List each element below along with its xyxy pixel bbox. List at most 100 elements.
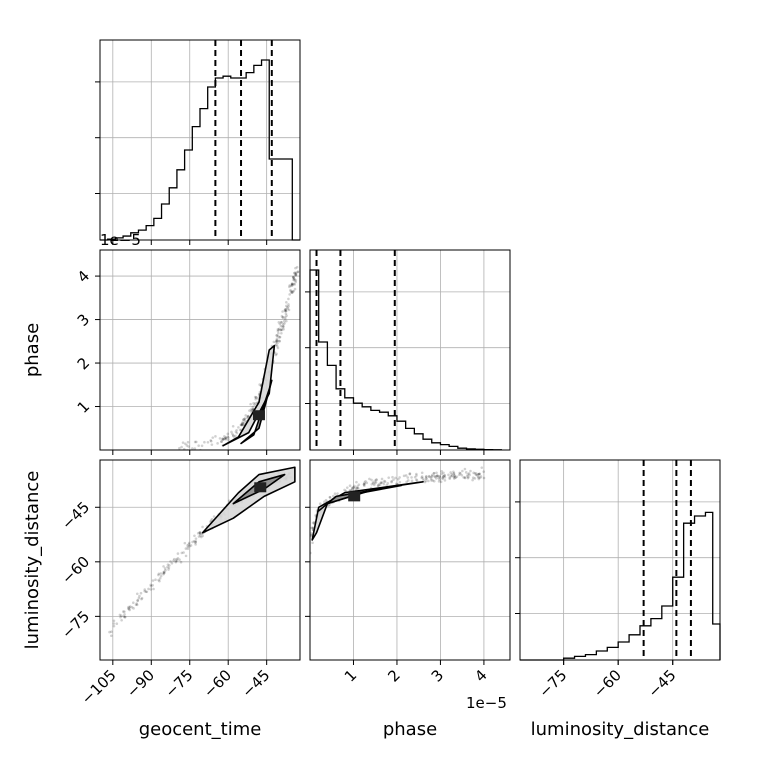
scatter-point <box>135 592 139 596</box>
scatter-point <box>232 434 235 437</box>
scatter-point <box>477 472 481 476</box>
scatter-point <box>420 475 424 478</box>
offset-text-phase-y: 1e−5 <box>100 231 141 249</box>
scatter-point <box>123 615 127 619</box>
scatter-point <box>175 557 178 561</box>
scatter-point <box>275 339 278 343</box>
histogram-luminosity_distance <box>520 511 721 661</box>
scatter-point <box>310 532 313 535</box>
scatter-point <box>240 423 244 427</box>
scatter-point <box>280 331 283 335</box>
scatter-point <box>194 540 198 544</box>
scatter-point <box>482 476 486 480</box>
scatter-point <box>278 336 281 339</box>
scatter-point <box>290 282 294 286</box>
scatter-point <box>186 440 190 444</box>
scatter-point <box>356 485 359 488</box>
scatter-point <box>292 277 296 280</box>
scatter-point <box>291 291 294 294</box>
scatter-point <box>127 607 131 611</box>
scatter-point <box>375 478 378 481</box>
x-axis-label-geocent-time: geocent_time <box>139 719 262 740</box>
y-tick-label: 1 <box>74 397 93 416</box>
scatter-point <box>310 533 313 537</box>
scatter-point <box>242 418 245 422</box>
scatter-point <box>182 551 185 554</box>
scatter-point <box>186 547 190 551</box>
scatter-point <box>163 570 166 574</box>
density-contour <box>317 484 403 512</box>
scatter-point <box>425 475 428 478</box>
scatter-point <box>432 472 436 475</box>
scatter-point <box>254 401 257 405</box>
scatter-point <box>353 486 357 490</box>
scatter-point <box>436 474 439 478</box>
scatter-point <box>356 487 360 490</box>
scatter-point <box>292 282 296 286</box>
scatter-point <box>193 440 197 444</box>
scatter-point <box>140 597 143 601</box>
scatter-point <box>343 488 346 492</box>
scatter-point <box>122 610 125 613</box>
scatter-point <box>289 289 293 293</box>
scatter-point <box>293 279 296 282</box>
scatter-point <box>143 589 146 593</box>
scatter-point <box>170 561 174 565</box>
scatter-point <box>328 496 332 499</box>
scatter-point <box>275 344 279 348</box>
scatter-point <box>290 291 293 294</box>
scatter-point <box>291 275 295 279</box>
x-tick-label: −75 <box>161 666 196 701</box>
scatter-point <box>191 447 194 450</box>
scatter-point <box>224 437 228 440</box>
scatter-point <box>275 334 279 337</box>
scatter-point <box>278 322 282 326</box>
scatter-point <box>193 447 197 450</box>
scatter-point <box>194 537 198 540</box>
scatter-point <box>324 498 328 502</box>
scatter-point <box>196 531 200 535</box>
scatter-point <box>237 426 240 429</box>
scatter-point <box>210 443 214 446</box>
scatter-point <box>189 544 193 547</box>
scatter-point <box>431 479 434 482</box>
density-peak <box>348 491 361 502</box>
scatter-point <box>254 396 258 399</box>
scatter-point <box>198 532 202 536</box>
scatter-point <box>285 306 289 309</box>
scatter-point <box>187 543 191 546</box>
scatter-point <box>276 328 280 331</box>
scatter-point <box>328 495 332 499</box>
scatter-point <box>294 266 297 270</box>
scatter-point <box>436 474 439 478</box>
scatter-point <box>231 432 234 436</box>
scatter-point <box>285 319 288 323</box>
scatter-point <box>216 442 219 445</box>
scatter-point <box>137 596 141 600</box>
y-tick-label: −60 <box>58 553 93 588</box>
scatter-point <box>435 471 438 475</box>
scatter-point <box>184 442 187 446</box>
scatter-point <box>199 535 203 539</box>
scatter-point <box>178 558 181 562</box>
scatter-point <box>408 472 412 476</box>
x-tick-label: 2 <box>384 666 403 685</box>
scatter-point <box>443 473 446 477</box>
scatter-point <box>287 308 291 312</box>
scatter-point <box>477 477 481 481</box>
scatter-point <box>290 283 294 287</box>
scatter-point <box>276 341 279 345</box>
scatter-point <box>157 578 160 582</box>
scatter-point <box>119 615 122 619</box>
scatter-point <box>410 476 413 479</box>
scatter-point <box>427 479 430 483</box>
scatter-point <box>157 572 161 576</box>
scatter-point <box>351 486 355 489</box>
scatter-point <box>284 307 287 311</box>
scatter-point <box>285 304 288 308</box>
scatter-point <box>372 482 375 485</box>
scatter-point <box>179 560 183 564</box>
scatter-point <box>162 571 165 574</box>
scatter-point <box>459 472 462 475</box>
scatter-point <box>368 477 371 481</box>
